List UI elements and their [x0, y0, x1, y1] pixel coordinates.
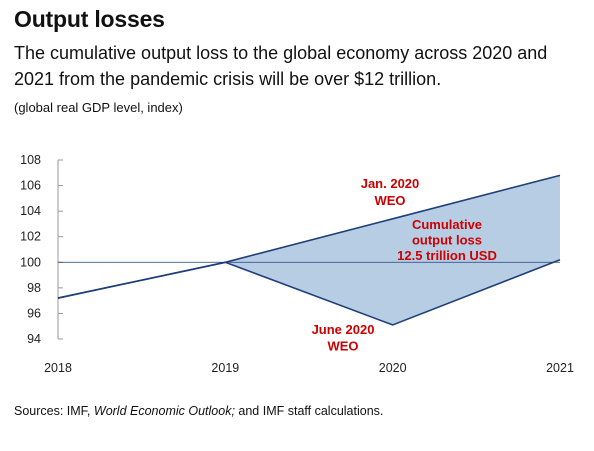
annotation-line: WEO: [374, 193, 405, 208]
y-tick-label: 94: [27, 332, 41, 346]
cumulative-loss-area: [225, 175, 561, 325]
sources-suffix: and IMF staff calculations.: [234, 404, 384, 418]
y-tick-label: 102: [20, 230, 41, 244]
label-layer: Jan. 2020 WEO Cumulative output loss 12.5 tr…: [312, 176, 497, 354]
y-tick-label: 100: [20, 255, 41, 269]
annotation-line: 12.5 trillion USD: [397, 248, 497, 263]
x-tick-label: 2019: [211, 361, 239, 375]
annotation-jan-2020-weo: Jan. 2020 WEO: [361, 176, 420, 208]
annotation-cumulative-loss: Cumulative output loss 12.5 trillion USD: [397, 217, 497, 263]
annotation-june-2020-weo: June 2020 WEO: [312, 322, 375, 354]
y-tick-label: 108: [20, 153, 41, 167]
annotation-line: output loss: [412, 233, 482, 248]
axis-layer: 94 96 98 100 102 104 106 108 2018 2019 2020 2021: [20, 153, 574, 375]
y-tick-label: 96: [27, 306, 41, 320]
chart-subtitle: The cumulative output loss to the global…: [14, 43, 548, 89]
units-label: (global real GDP level, index): [14, 100, 183, 115]
series-line-june-2020-weo: [57, 258, 561, 326]
x-tick-label: 2021: [546, 361, 574, 375]
shade-layer: [225, 175, 561, 325]
y-tick-label: 98: [27, 281, 41, 295]
annotation-line: June 2020: [312, 322, 375, 337]
sources-italic: World Economic Outlook;: [93, 404, 235, 418]
annotation-line: Jan. 2020: [361, 176, 420, 191]
annotation-line: Cumulative: [412, 217, 482, 232]
x-tick-label: 2020: [379, 361, 407, 375]
sources-note: Sources: IMF, World Economic Outlook; an…: [14, 404, 383, 418]
x-tick-label: 2018: [44, 361, 72, 375]
y-tick-label: 106: [20, 179, 41, 193]
y-tick-label: 104: [20, 204, 41, 218]
line-layer: [57, 174, 561, 326]
sources-prefix: Sources: IMF,: [14, 404, 94, 418]
annotation-line: WEO: [327, 339, 358, 354]
chart-title: Output losses: [14, 6, 165, 32]
